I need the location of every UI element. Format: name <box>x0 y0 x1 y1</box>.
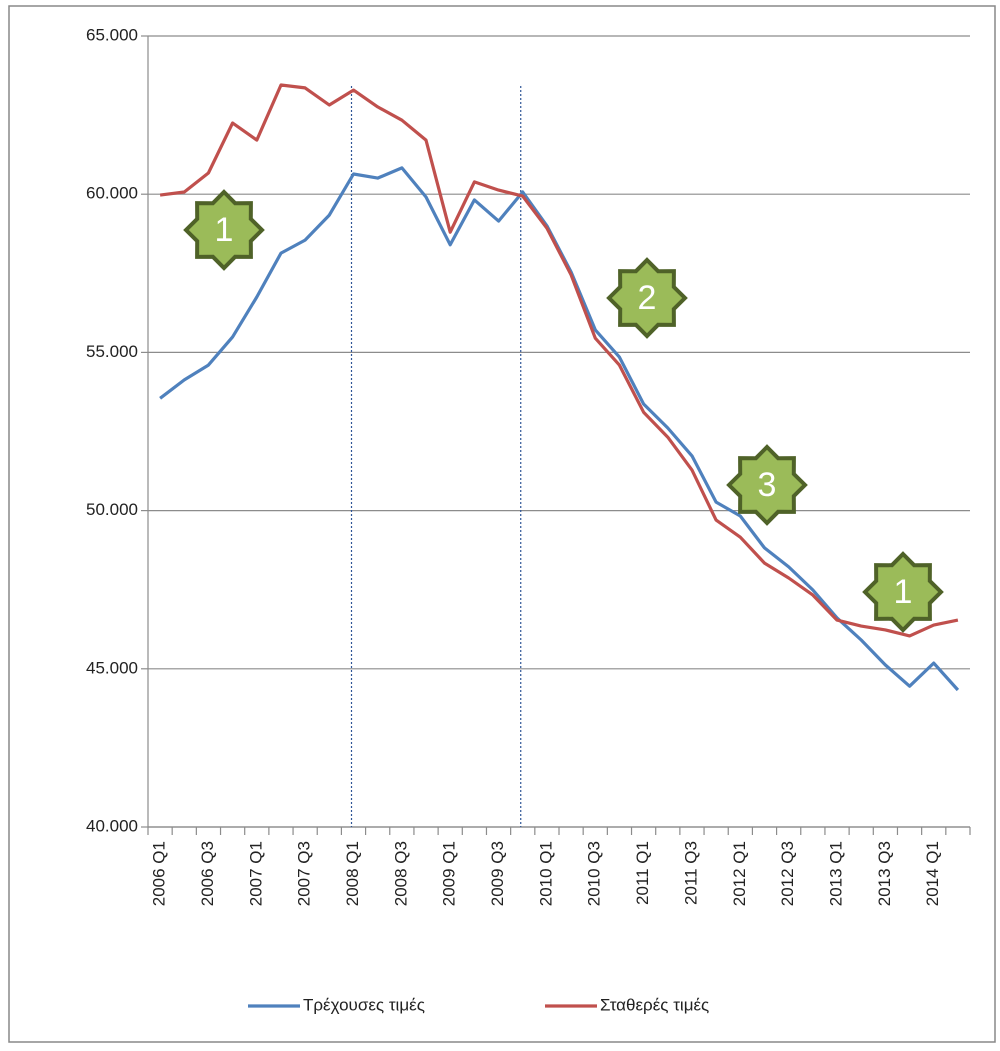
x-tick-label: 2007 Q1 <box>246 841 265 906</box>
y-tick-label: 65.000 <box>86 25 138 44</box>
x-tick-label: 2012 Q1 <box>730 841 749 906</box>
x-tick-label: 2010 Q1 <box>536 841 555 906</box>
x-tick-label: 2009 Q3 <box>488 841 507 906</box>
annotation-star <box>726 444 808 526</box>
annotation-star <box>183 189 265 271</box>
y-tick-label: 50.000 <box>86 500 138 519</box>
x-tick-label: 2013 Q1 <box>827 841 846 906</box>
series-line <box>159 83 959 638</box>
x-tick-label: 2008 Q1 <box>343 841 362 906</box>
annotation-label: 3 <box>758 466 777 504</box>
x-tick-label: 2006 Q1 <box>150 841 169 906</box>
annotation-star <box>862 551 944 633</box>
x-tick-label: 2011 Q3 <box>681 841 700 905</box>
x-tick-label: 2014 Q1 <box>923 841 942 906</box>
legend-label: Σταθερές τιμές <box>600 995 709 1014</box>
y-tick-label: 45.000 <box>86 658 138 677</box>
x-tick-label: 2010 Q3 <box>585 841 604 906</box>
x-tick-label: 2011 Q1 <box>633 841 652 905</box>
x-tick-label: 2013 Q3 <box>875 841 894 906</box>
y-tick-label: 55.000 <box>86 342 138 361</box>
legend-label: Τρέχουσες τιμές <box>303 995 425 1014</box>
x-tick-label: 2009 Q1 <box>440 841 459 906</box>
x-tick-label: 2006 Q3 <box>198 841 217 906</box>
annotation-label: 2 <box>638 279 657 317</box>
annotation-label: 1 <box>894 573 913 611</box>
x-tick-label: 2012 Q3 <box>778 841 797 906</box>
annotation-star <box>606 257 688 339</box>
y-tick-label: 40.000 <box>86 816 138 835</box>
chart-border <box>8 5 996 1043</box>
x-tick-label: 2008 Q3 <box>391 841 410 906</box>
x-tick-label: 2007 Q3 <box>295 841 314 906</box>
y-tick-label: 60.000 <box>86 184 138 203</box>
annotation-label: 1 <box>215 211 234 249</box>
